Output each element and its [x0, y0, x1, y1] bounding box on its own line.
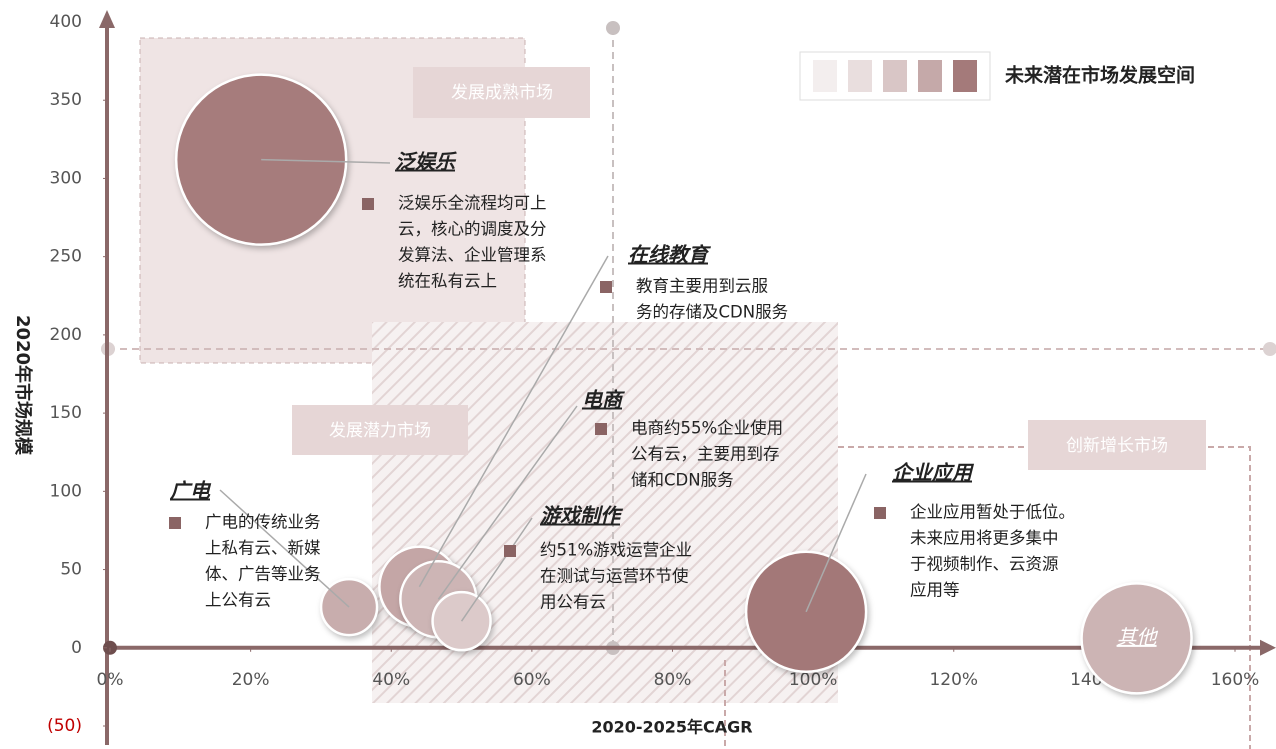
x-axis-arrow [1260, 639, 1276, 656]
y-tick-label: 0 [71, 638, 82, 658]
legend-title: 未来潜在市场发展空间 [1004, 64, 1195, 87]
legend-swatch [883, 60, 907, 92]
description-line: 体、广告等业务 [205, 565, 321, 584]
x-tick-label: 40% [372, 670, 410, 690]
description-line: 企业应用暂处于低位。 [910, 503, 1075, 522]
description-line: 广电的传统业务 [205, 513, 321, 532]
leader-line [418, 255, 609, 588]
region-label-box [1028, 420, 1206, 470]
y-axis-label: 2020年市场规模 [12, 315, 34, 456]
legend-swatch [848, 60, 872, 92]
bubble-label: 泛娱乐 [395, 150, 457, 174]
y-axis-arrow [99, 10, 115, 28]
x-tick-label: 160% [1211, 670, 1260, 690]
description-line: 电商约55%企业使用 [631, 419, 783, 438]
region-label-box [413, 67, 590, 118]
y-tick-label: 150 [50, 403, 82, 423]
bubble-label: 游戏制作 [540, 504, 624, 528]
annotations: 泛娱乐泛娱乐全流程均可上云，核心的调度及分发算法、企业管理系统在私有云上广电广电… [169, 150, 1159, 649]
bubble-label: 电商 [582, 388, 625, 412]
bubble-label: 企业应用 [892, 461, 975, 485]
description-line: 统在私有云上 [398, 272, 497, 291]
leader-line [437, 405, 578, 600]
description-line: 务的存储及CDN服务 [636, 303, 788, 322]
region-label-box [292, 405, 468, 455]
x-tick-label: 100% [789, 670, 838, 690]
x-tick-label: 0% [97, 670, 124, 690]
description-line: 未来应用将更多集中 [910, 529, 1059, 548]
leader-line [219, 489, 350, 608]
description-line: 储和CDN服务 [631, 471, 734, 490]
bubble-label: 在线教育 [628, 243, 711, 267]
bubble-label: 其他 [1117, 625, 1159, 649]
divider-end [1263, 342, 1276, 356]
description-line: 泛娱乐全流程均可上 [398, 194, 547, 213]
leader-line [261, 158, 391, 164]
y-tick-label: 300 [50, 168, 82, 188]
description-line: 约51%游戏运营企业 [540, 541, 692, 560]
legend-swatch [813, 60, 837, 92]
y-tick-label: 250 [50, 247, 82, 267]
region-label: 发展成熟市场 [451, 82, 553, 103]
bullet [600, 281, 612, 293]
bullet [362, 198, 374, 210]
bullet [595, 423, 607, 435]
y-tick-label: 350 [50, 90, 82, 110]
y-tick-label: 100 [50, 481, 82, 501]
leader-line [460, 517, 533, 622]
description-line: 云，核心的调度及分 [398, 220, 547, 239]
bullet [169, 517, 181, 529]
description-line: 于视频制作、云资源 [910, 555, 1059, 574]
description-line: 公有云，主要用到存 [631, 445, 780, 464]
x-tick-label: 120% [929, 670, 978, 690]
leader-line [805, 473, 867, 613]
y-tick-label: 50 [60, 560, 82, 580]
y-tick-label: 200 [50, 325, 82, 345]
description-line: 教育主要用到云服 [636, 277, 768, 296]
bullet [874, 507, 886, 519]
legend-swatch [918, 60, 942, 92]
x-tick-label: 60% [513, 670, 551, 690]
x-tick-label: 20% [232, 670, 270, 690]
bullet [504, 545, 516, 557]
description-line: 应用等 [910, 581, 960, 600]
x-axis-label: 2020-2025年CAGR [591, 718, 752, 737]
innovation-region [838, 446, 1251, 749]
legend-swatch [953, 60, 977, 92]
y-tick-label: (50) [47, 716, 82, 736]
x-tick-label: 80% [654, 670, 692, 690]
bubble-label: 广电 [170, 479, 212, 503]
region-label: 创新增长市场 [1066, 436, 1168, 456]
description-line: 在测试与运营环节使 [540, 567, 689, 586]
description-line: 发算法、企业管理系 [398, 246, 547, 265]
bubble [1080, 582, 1193, 695]
description-line: 用公有云 [540, 593, 606, 612]
description-line: 上私有云、新媒 [205, 539, 321, 558]
region-label: 发展潜力市场 [329, 421, 431, 441]
divider-end [606, 21, 620, 35]
description-line: 上公有云 [205, 591, 271, 610]
y-tick-label: 400 [50, 12, 82, 32]
